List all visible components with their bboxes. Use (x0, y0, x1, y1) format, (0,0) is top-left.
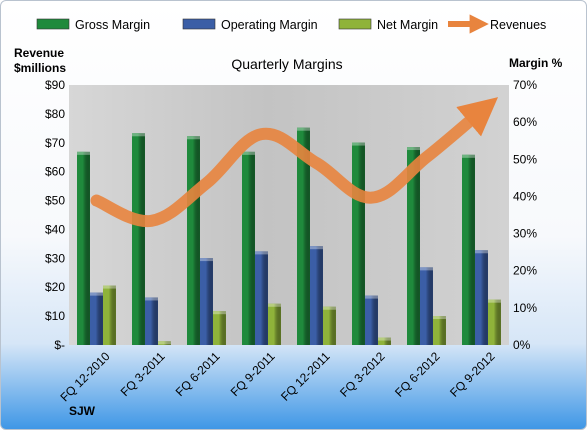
x-tick-label: FQ 3-2012 (337, 349, 388, 400)
legend-swatch-operating-margin (182, 18, 216, 30)
y-right-tick-label: 0% (513, 338, 531, 352)
y-left-tick-label: $50 (45, 194, 65, 208)
legend-swatch-net-margin (338, 18, 372, 30)
revenue-line-series (90, 97, 499, 227)
legend-label: Gross Margin (75, 18, 150, 32)
y-left-tick-label: $80 (45, 107, 65, 121)
y-left-tick-label: $30 (45, 251, 65, 265)
x-axis-ticks: FQ 12-2010 FQ 3-2011 FQ 6-2011 FQ 9-2011 FQ … (57, 349, 497, 404)
x-tick-label: FQ 6-2012 (392, 349, 443, 400)
x-tick-label: FQ 3-2011 (118, 349, 168, 399)
y-left-tick-label: $40 (45, 222, 65, 236)
y-right-axis-label: Margin % (509, 56, 563, 70)
y-left-tick-label: $- (54, 338, 65, 352)
legend-label: Operating Margin (221, 18, 318, 32)
y-right-tick-label: 50% (513, 152, 537, 166)
y-right-tick-label: 60% (513, 115, 537, 129)
bar-series (77, 127, 501, 345)
y-left-tick-label: $20 (45, 280, 65, 294)
y-left-axis-label-line2: $millions (14, 61, 66, 75)
legend: Gross Margin Operating Margin Net Margin Re… (36, 14, 546, 34)
revenue-line-path (90, 97, 499, 227)
y-right-tick-label: 70% (513, 78, 537, 92)
x-tick-label: FQ 12-2010 (57, 349, 112, 404)
y-right-axis-ticks: 0% 10% 20% 30% 40% 50% 60% 70% (513, 78, 537, 352)
legend-label: Revenues (490, 18, 546, 32)
x-tick-label: FQ 12-2011 (278, 349, 333, 404)
x-tick-label: FQ 9-2012 (447, 349, 498, 400)
y-left-axis-label-line1: Revenue (14, 46, 64, 60)
footer-ticker-label: SJW (69, 404, 96, 418)
y-left-axis-ticks: $- $10 $20 $30 $40 $50 $60 $70 $80 $90 (45, 78, 65, 352)
chart-title: Quarterly Margins (231, 56, 342, 72)
y-right-tick-label: 10% (513, 301, 537, 315)
y-left-tick-label: $60 (45, 165, 65, 179)
y-left-tick-label: $10 (45, 309, 65, 323)
y-right-tick-label: 30% (513, 227, 537, 241)
y-right-tick-label: 40% (513, 189, 537, 203)
legend-swatch-gross-margin (36, 18, 70, 30)
y-left-tick-label: $70 (45, 136, 65, 150)
x-tick-label: FQ 9-2011 (228, 349, 278, 399)
y-right-tick-label: 20% (513, 264, 537, 278)
y-left-tick-label: $90 (45, 78, 65, 92)
legend-label: Net Margin (377, 18, 438, 32)
x-tick-label: FQ 6-2011 (173, 349, 223, 399)
